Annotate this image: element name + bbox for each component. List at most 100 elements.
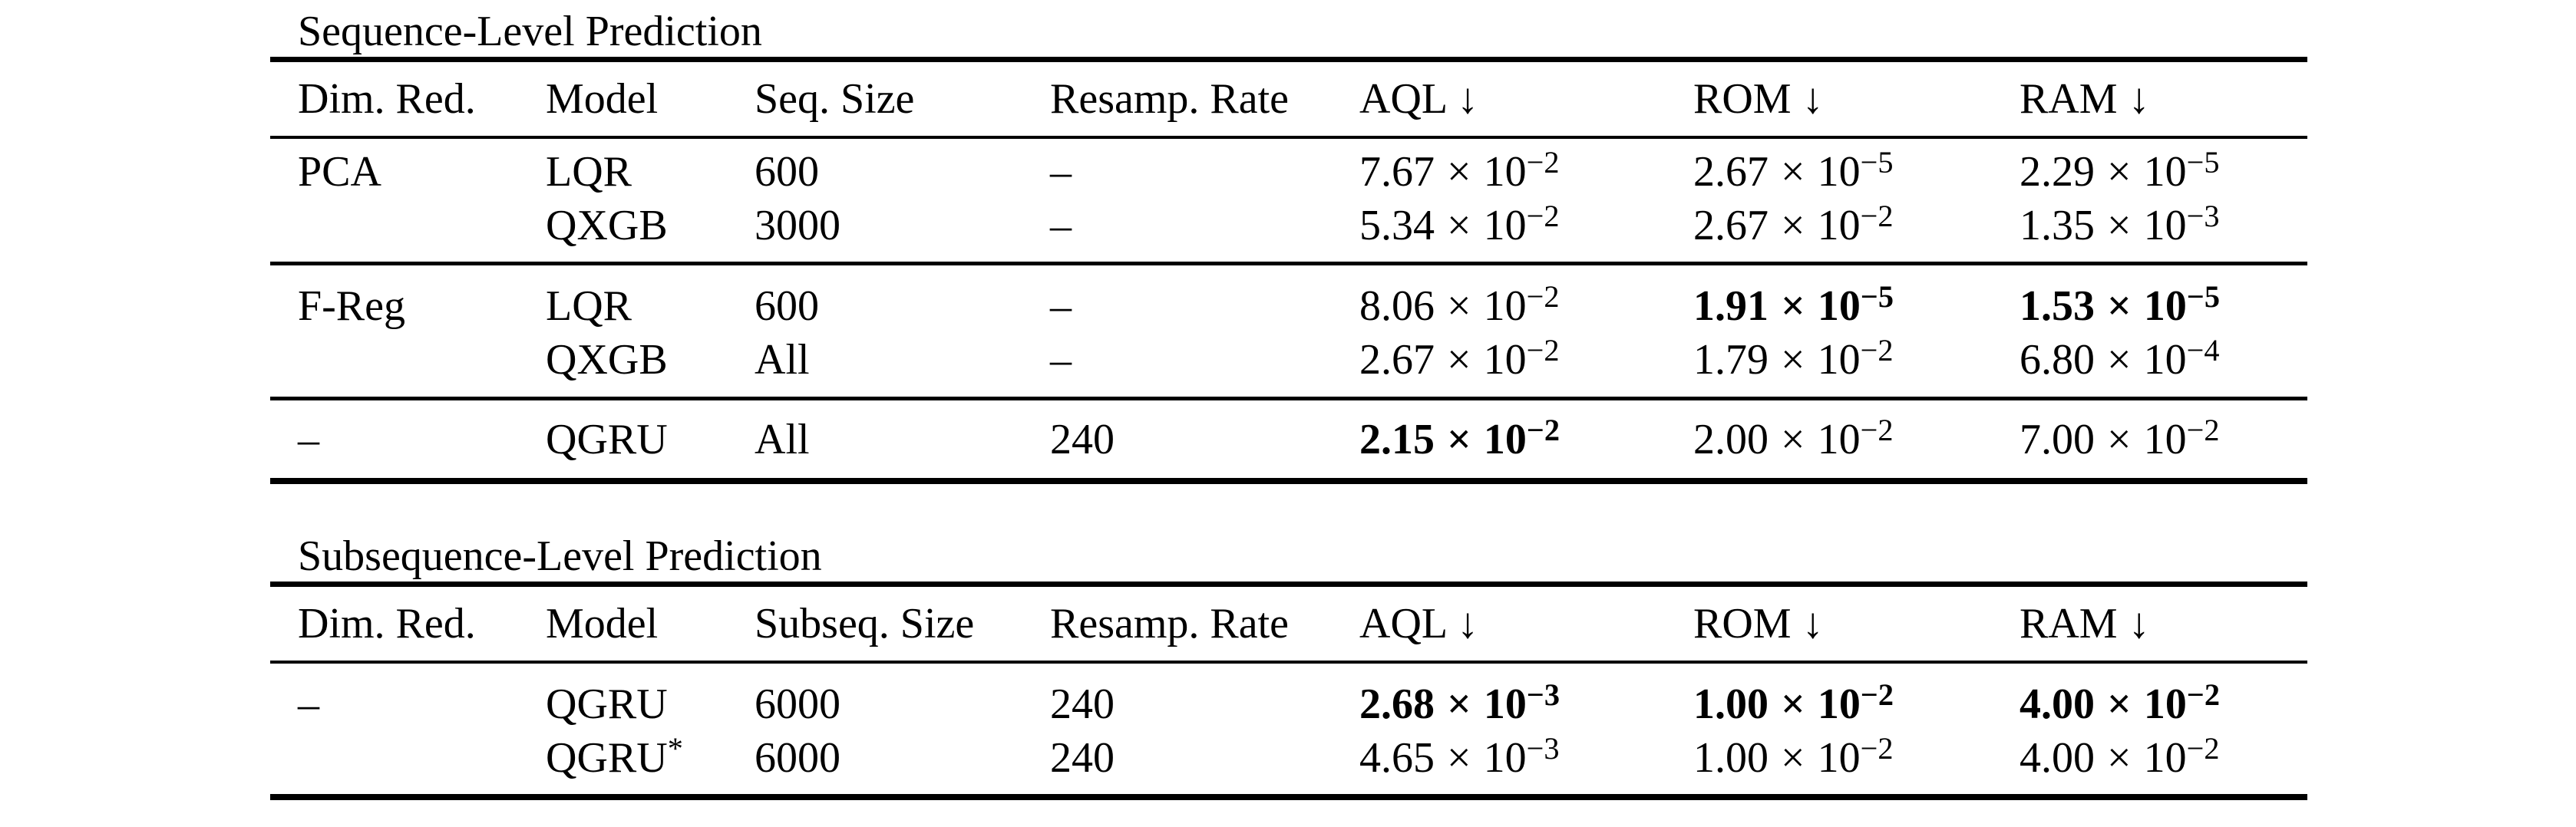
column-header: Seq. Size [755,75,915,123]
header-row: Dim. Red. Model Subseq. Size Resamp. Rate AQ… [270,587,2307,661]
times-sign: × [1447,202,1471,249]
cell-text: LQR [546,282,632,330]
table-cell: 2.68 × 10−3 [1359,677,1693,731]
column-header: Resamp. Rate [1050,75,1290,123]
table-cell: 8.06 × 10−2 [1359,279,1693,333]
mantissa: 8.06 [1359,282,1435,330]
table-cell: 7.67 × 10−2 [1359,145,1693,199]
table-cell: QXGB [546,333,755,387]
table-cell [298,731,546,785]
exponent: −2 [1526,199,1560,234]
cell-text: QGRU [546,416,668,463]
cell-text: – [1050,282,1072,330]
table-cell: – [1050,145,1359,199]
row-group: PCA LQR 600–7.67 × 10−2 2.67 × 10−5 2.29 × 10−5 QXG… [270,139,2307,262]
table-cell: QGRU [546,677,755,731]
mantissa: 2.00 [1693,416,1769,463]
exponent: −3 [1526,731,1560,766]
base-ten: 10 [1817,336,1861,384]
cell-text: 240 [1050,734,1115,782]
table-cell [298,199,546,252]
table-cell: 240 [1050,677,1359,731]
table-row: QXGB All –2.67 × 10−2 1.79 × 10−2 6.80 × 10−4 [270,333,2307,387]
exponent: −2 [2186,677,2221,713]
table-cell: 6.80 × 10−4 [2020,333,2307,387]
table-cell: 240 [1050,413,1359,466]
base-ten: 10 [2143,416,2187,463]
base-ten: 10 [1483,680,1527,728]
row-group: – QGRU 6000 240 2.68 × 10−3 1.00 × 10−2 4.00 × 10−2 Q… [270,664,2307,794]
sequence-level-table: Sequence-Level Prediction Dim. Red. Model… [270,6,2307,484]
header-rule [270,661,2307,664]
table-body: – QGRU 6000 240 2.68 × 10−3 1.00 × 10−2 4.00 × 10−2 Q… [270,664,2307,794]
table-cell: – [298,677,546,731]
row-group: – QGRU All 240 2.15 × 10−2 2.00 × 10−2 7.00 × 10−2 [270,400,2307,478]
table-cell: QGRU [546,413,755,466]
section-rule [270,262,2307,265]
table-cell: 4.00 × 10−2 [2020,677,2307,731]
cell-text: QXGB [546,336,668,384]
table-row: PCA LQR 600–7.67 × 10−2 2.67 × 10−5 2.29 × 10−5 [270,145,2307,199]
times-sign: × [1781,202,1805,249]
exponent: −2 [1860,731,1894,766]
column-header: ROM ↓ [1693,75,1824,123]
table-cell: 1.00 × 10−2 [1693,731,2020,785]
section-rule [270,397,2307,400]
table-cell: LQR [546,145,755,199]
base-ten: 10 [1817,734,1861,782]
times-sign: × [1781,680,1805,728]
table-title: Subsequence-Level Prediction [298,532,822,580]
base-ten: 10 [2143,680,2187,728]
base-ten: 10 [1817,680,1861,728]
cell-text: – [1050,148,1072,196]
times-sign: × [1447,416,1471,463]
column-header: Dim. Red. [298,75,476,123]
column-header: Resamp. Rate [1050,600,1290,647]
table-row: – QGRU 6000 240 2.68 × 10−3 1.00 × 10−2 4.00 × 10−2 [270,677,2307,731]
header-rule [270,136,2307,139]
times-sign: × [2107,680,2132,728]
table-body: PCA LQR 600–7.67 × 10−2 2.67 × 10−5 2.29 × 10−5 QXG… [270,139,2307,478]
table-row: F-Reg LQR 600–8.06 × 10−2 1.91 × 10−5 1.53 × 10−5 [270,279,2307,333]
base-ten: 10 [1483,282,1527,330]
mantissa: 1.00 [1693,734,1769,782]
times-sign: × [2107,336,2132,384]
mantissa: 1.79 [1693,336,1769,384]
top-rule [270,57,2307,62]
base-ten: 10 [2143,734,2187,782]
mantissa: 6.80 [2020,336,2095,384]
base-ten: 10 [1483,148,1527,196]
cell-text: QGRU [546,680,668,728]
cell-text: QXGB [546,202,668,249]
cell-text: F-Reg [298,282,405,330]
base-ten: 10 [1483,336,1527,384]
times-sign: × [1447,148,1471,196]
bottom-rule [270,478,2307,484]
table-cell: 1.91 × 10−5 [1693,279,2020,333]
cell-text: – [1050,336,1072,384]
table-title: Sequence-Level Prediction [298,8,762,55]
table-cell: All [755,413,1050,466]
times-sign: × [1447,282,1471,330]
top-rule [270,582,2307,587]
mantissa: 2.29 [2020,148,2095,196]
exponent: −2 [2186,731,2220,766]
exponent: −5 [1860,145,1894,180]
cell-text: PCA [298,148,381,196]
base-ten: 10 [1817,148,1861,196]
base-ten: 10 [1483,734,1527,782]
table-cell: All [755,333,1050,387]
mantissa: 5.34 [1359,202,1435,249]
exponent: −2 [1526,333,1560,368]
cell-text: – [298,680,319,728]
mantissa: 4.65 [1359,734,1435,782]
table-cell: QGRU* [546,731,755,785]
exponent: −2 [1526,413,1560,448]
base-ten: 10 [1817,282,1861,330]
column-header: Dim. Red. [298,600,476,647]
table-cell: – [1050,333,1359,387]
table-cell: QXGB [546,199,755,252]
mantissa: 2.15 [1359,416,1435,463]
times-sign: × [1447,680,1471,728]
exponent: −4 [2186,333,2220,368]
